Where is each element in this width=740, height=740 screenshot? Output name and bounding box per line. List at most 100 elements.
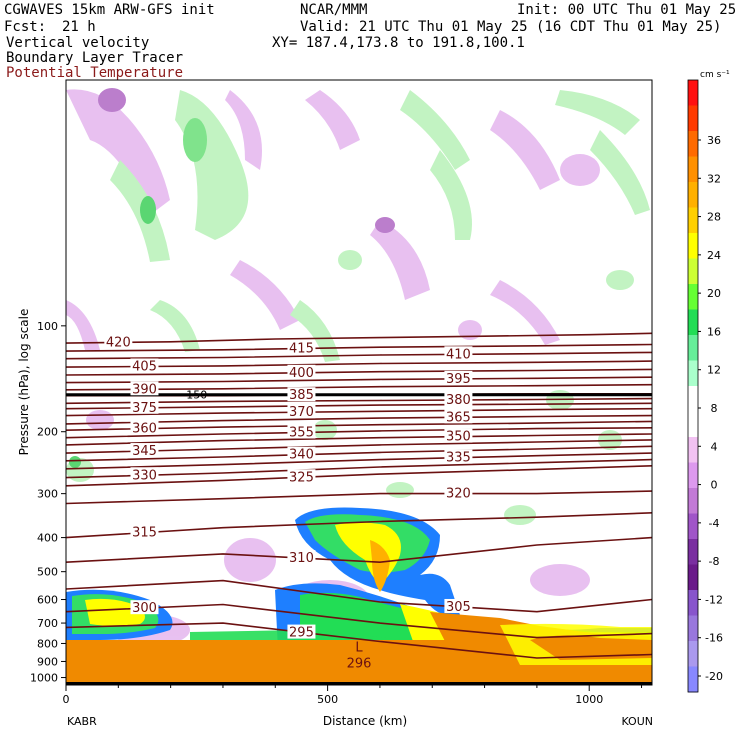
theta-line-340 (66, 445, 652, 462)
theta-label-bg (130, 381, 159, 396)
surface-line (66, 682, 652, 685)
theta-min-marker: L (355, 640, 363, 655)
field-bl-tracer: Boundary Layer Tracer (6, 50, 184, 66)
theta-label-335: 335 (446, 451, 471, 466)
theta-labels: 420 415 410 405 400 395 390 385 380 375 370 365 360 3… (104, 334, 473, 671)
colorbar-swatch (688, 156, 698, 183)
colorbar-swatch (688, 411, 698, 438)
theta-label-420: 420 (106, 335, 131, 350)
theta-contours (66, 332, 652, 659)
theta-label-bg (287, 364, 316, 379)
theta-label-bg (444, 449, 473, 464)
colorbar-swatch (688, 258, 698, 285)
cross-section-endpoints: XY= 187.4,173.8 to 191.8,100.1 (272, 35, 525, 51)
colorbar-tick-label: 12 (707, 364, 721, 377)
y-tick-label: 100 (37, 320, 58, 333)
theta-label-405: 405 (132, 359, 157, 374)
colorbar-swatch (688, 309, 698, 336)
theta-label-bg (444, 598, 473, 613)
colorbar-swatch (688, 641, 698, 667)
init-time: Init: 00 UTC Thu 01 May 25 (517, 2, 737, 18)
theta-label-400: 400 (289, 366, 314, 381)
theta-label-315: 315 (132, 526, 157, 541)
right-station-label: KOUN (621, 715, 653, 728)
colorbar-swatch (688, 615, 698, 642)
theta-label-360: 360 (132, 422, 157, 437)
colorbar-swatch (688, 539, 698, 565)
theta-line-390 (66, 383, 652, 391)
theta-line-380 (66, 397, 652, 405)
theta-label-bg (104, 334, 133, 349)
theta-label-bg (130, 420, 159, 435)
terrain (66, 682, 652, 685)
colorbar-tick-label: -20 (705, 670, 723, 683)
y-tick-label: 1000 (30, 672, 58, 685)
forecast-label: Fcst: (4, 19, 47, 35)
y-tick-label: 200 (37, 426, 58, 439)
colorbar-tick-label: -12 (705, 593, 723, 606)
theta-label-325: 325 (289, 470, 314, 485)
theta-label-305: 305 (446, 600, 471, 615)
theta-line-355 (66, 427, 652, 439)
colorbar-tick-label: 28 (707, 211, 721, 224)
colorbar-swatch (688, 207, 698, 234)
theta-label-395: 395 (446, 372, 471, 387)
left-station-label: KABR (67, 715, 97, 728)
theta-label-320: 320 (446, 487, 471, 502)
y-tick-label: 800 (37, 637, 58, 650)
colorbar-swatch (688, 360, 698, 387)
theta-label-bg (287, 340, 316, 355)
colorbar-tick-label: -8 (709, 555, 720, 568)
theta-line-330 (66, 458, 652, 479)
theta-label-bg (444, 409, 473, 424)
theta-label-bg (444, 391, 473, 406)
theta-label-410: 410 (446, 347, 471, 362)
theta-label-bg (130, 399, 159, 414)
theta-line-400 (66, 368, 652, 376)
theta-label-350: 350 (446, 430, 471, 445)
theta-label-bg (287, 469, 316, 484)
colorbar-tick-label: 24 (707, 249, 721, 262)
theta-label-bg (287, 624, 316, 639)
colorbar-swatch (688, 564, 698, 591)
field-potential-temperature: Potential Temperature (6, 65, 184, 81)
x-axis-label: Distance (km) (323, 714, 407, 728)
valid-time: Valid: 21 UTC Thu 01 May 25 (16 CDT Thu … (300, 19, 722, 35)
theta-line-410 (66, 351, 652, 360)
colorbar-tick-label: 20 (707, 287, 721, 300)
theta-label-bg (287, 446, 316, 461)
colorbar-tick-label: 36 (707, 134, 721, 147)
theta-line-305 (66, 579, 652, 613)
y-tick-label: 300 (37, 488, 58, 501)
forecast-hour: 21 h (62, 19, 96, 35)
theta-label-bg (287, 387, 316, 402)
x-tick-label: 0 (63, 693, 70, 706)
colorbar-tick-label: -16 (705, 632, 723, 645)
center-label: NCAR/MMM (300, 2, 368, 18)
theta-label-bg (444, 370, 473, 385)
theta-label-415: 415 (289, 342, 314, 357)
y-tick-label: 700 (37, 617, 58, 630)
theta-label-bg (130, 358, 159, 373)
model-title: CGWAVES 15km ARW-GFS init (4, 2, 215, 18)
y-axis-label: Pressure (hPa), log scale (17, 309, 31, 456)
theta-line-335 (66, 452, 652, 470)
theta-label-365: 365 (446, 410, 471, 425)
colorbar-tick-label: 8 (711, 402, 718, 415)
theta-label-295: 295 (289, 626, 314, 641)
theta-label-bg (130, 467, 159, 482)
theta-label-bg (444, 485, 473, 500)
theta-line-375 (66, 402, 652, 410)
colorbar-swatch (688, 488, 698, 514)
theta-line-300 (66, 603, 652, 639)
colorbar-swatch (688, 182, 698, 208)
x-tick-label: 500 (317, 693, 338, 706)
theta-line-360 (66, 420, 652, 431)
theta-label-bg (287, 424, 316, 439)
theta-label-bg (287, 404, 316, 419)
theta-line-420 (66, 332, 652, 344)
colorbar-tick-label: -4 (709, 517, 720, 530)
theta-label-340: 340 (289, 448, 314, 463)
colorbar-tick-label: 4 (711, 440, 718, 453)
colorbar-frame (687, 79, 699, 693)
